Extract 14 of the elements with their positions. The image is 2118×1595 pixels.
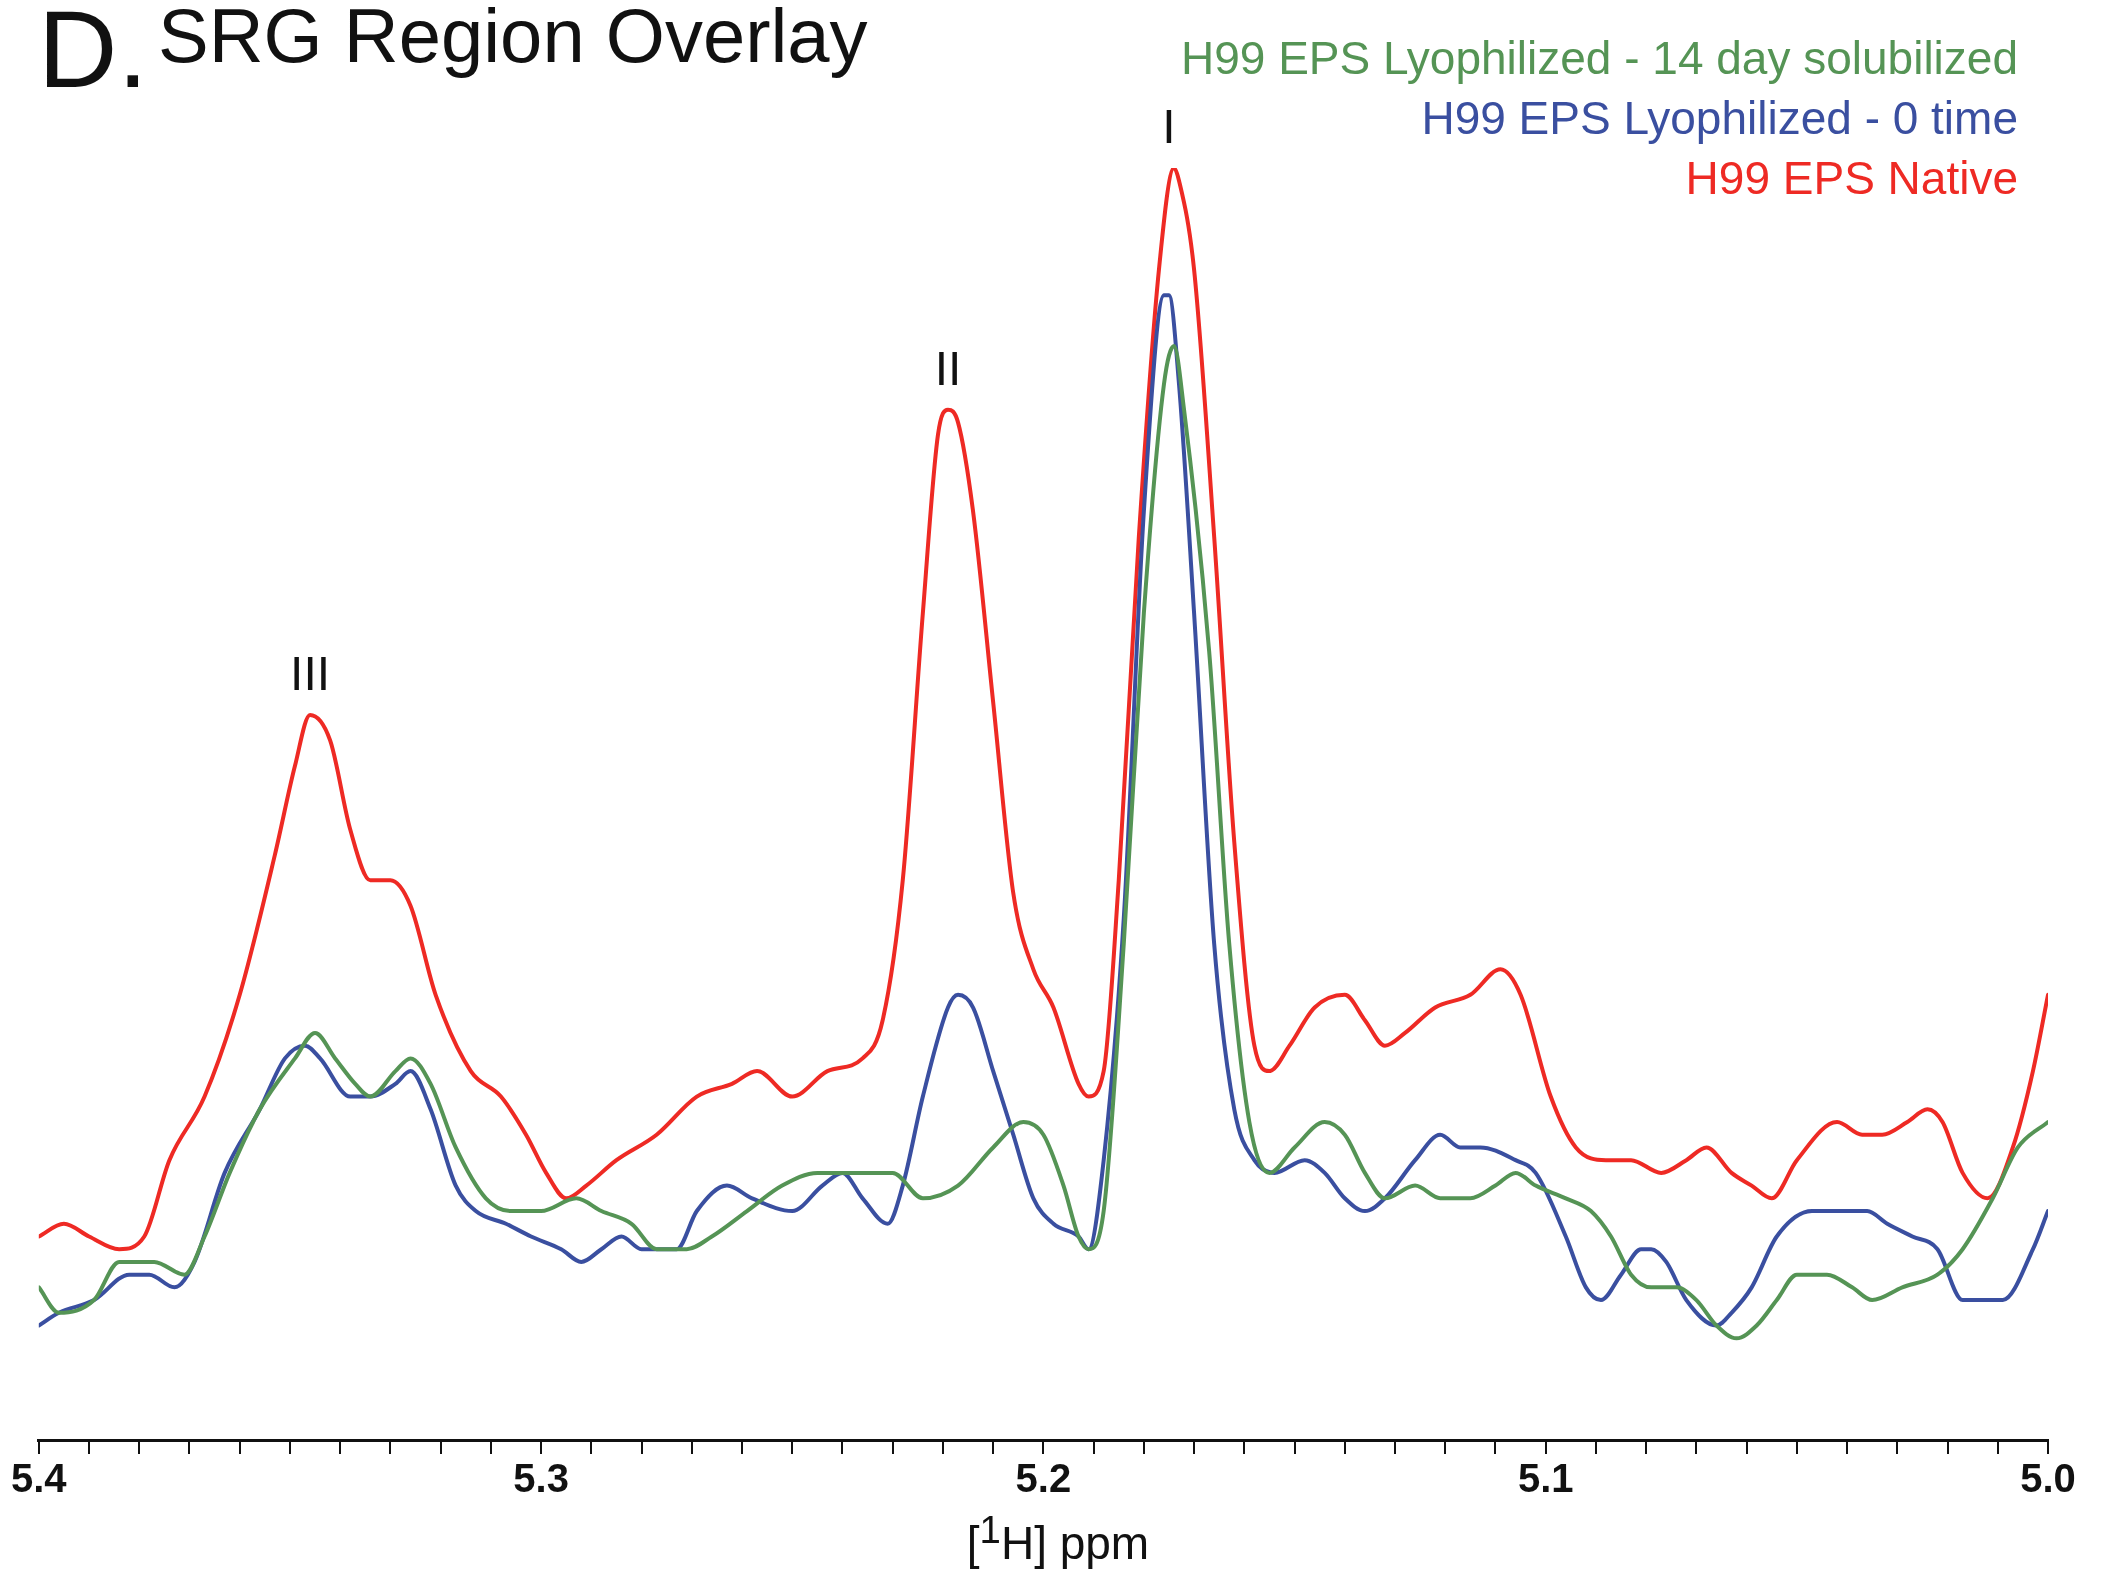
x-tick-label: 5.3 bbox=[513, 1456, 569, 1501]
text: H99 EPS Native bbox=[1684, 151, 2018, 206]
text: D. bbox=[38, 0, 148, 110]
text: H99 EPS Lyophilized - 0 time bbox=[1420, 91, 2018, 146]
text: H99 EPS Lyophilized - 14 day solubilized bbox=[1180, 31, 2018, 86]
x-tick-label: 5.4 bbox=[11, 1456, 68, 1501]
annotation: II bbox=[934, 341, 962, 395]
chart-title: SRG Region Overlay bbox=[158, 0, 868, 78]
x-tick-label: 5.1 bbox=[1517, 1456, 1574, 1501]
x-axis-title: [$^{1}$H] ppm bbox=[965, 1508, 1151, 1571]
annotation: I bbox=[1162, 100, 1176, 154]
x-tick-label: 5.0 bbox=[2020, 1456, 2076, 1501]
annotation: III bbox=[290, 647, 331, 701]
x-tick-label: 5.2 bbox=[1015, 1456, 1072, 1501]
